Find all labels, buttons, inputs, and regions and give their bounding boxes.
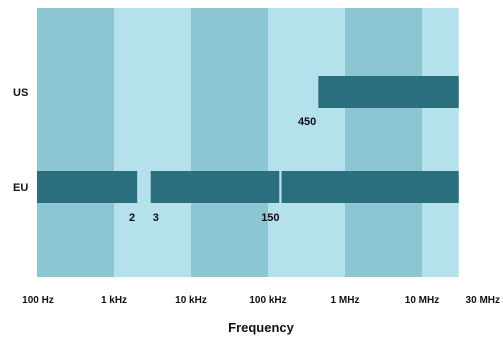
x-tick-label: 1 kHz bbox=[101, 295, 127, 306]
decade-band bbox=[345, 8, 422, 277]
band-bar-eu bbox=[150, 171, 280, 203]
annotation-label: 2 bbox=[129, 212, 135, 224]
bars bbox=[37, 76, 459, 203]
band-bar-eu bbox=[37, 171, 138, 203]
decade-band bbox=[114, 8, 191, 277]
decade-band bbox=[191, 8, 268, 277]
decade-band bbox=[268, 8, 345, 277]
x-tick-label: 100 kHz bbox=[249, 295, 286, 306]
row-label-us: US bbox=[13, 87, 28, 99]
annotation-label: 450 bbox=[298, 116, 316, 128]
annotations: 450 2 3 150 bbox=[129, 116, 316, 224]
x-axis-label: Frequency bbox=[228, 320, 295, 335]
x-tick-label: 10 MHz bbox=[405, 295, 439, 306]
annotation-label: 150 bbox=[261, 212, 279, 224]
x-tick-labels: 100 Hz 1 kHz 10 kHz 100 kHz 1 MHz 10 MHz 30 MH… bbox=[22, 295, 500, 306]
row-labels: US EU bbox=[13, 87, 28, 194]
row-label-eu: EU bbox=[13, 182, 28, 194]
annotation-label: 3 bbox=[153, 212, 159, 224]
x-tick-label: 100 Hz bbox=[22, 295, 54, 306]
x-tick-label: 1 MHz bbox=[331, 295, 360, 306]
decade-band bbox=[422, 8, 459, 277]
band-bar-eu bbox=[281, 171, 459, 203]
band-bar-us bbox=[318, 76, 459, 108]
x-tick-label: 10 kHz bbox=[175, 295, 207, 306]
x-tick-label: 30 MHz bbox=[466, 295, 500, 306]
decade-band bbox=[37, 8, 114, 277]
decade-bands bbox=[37, 8, 459, 277]
